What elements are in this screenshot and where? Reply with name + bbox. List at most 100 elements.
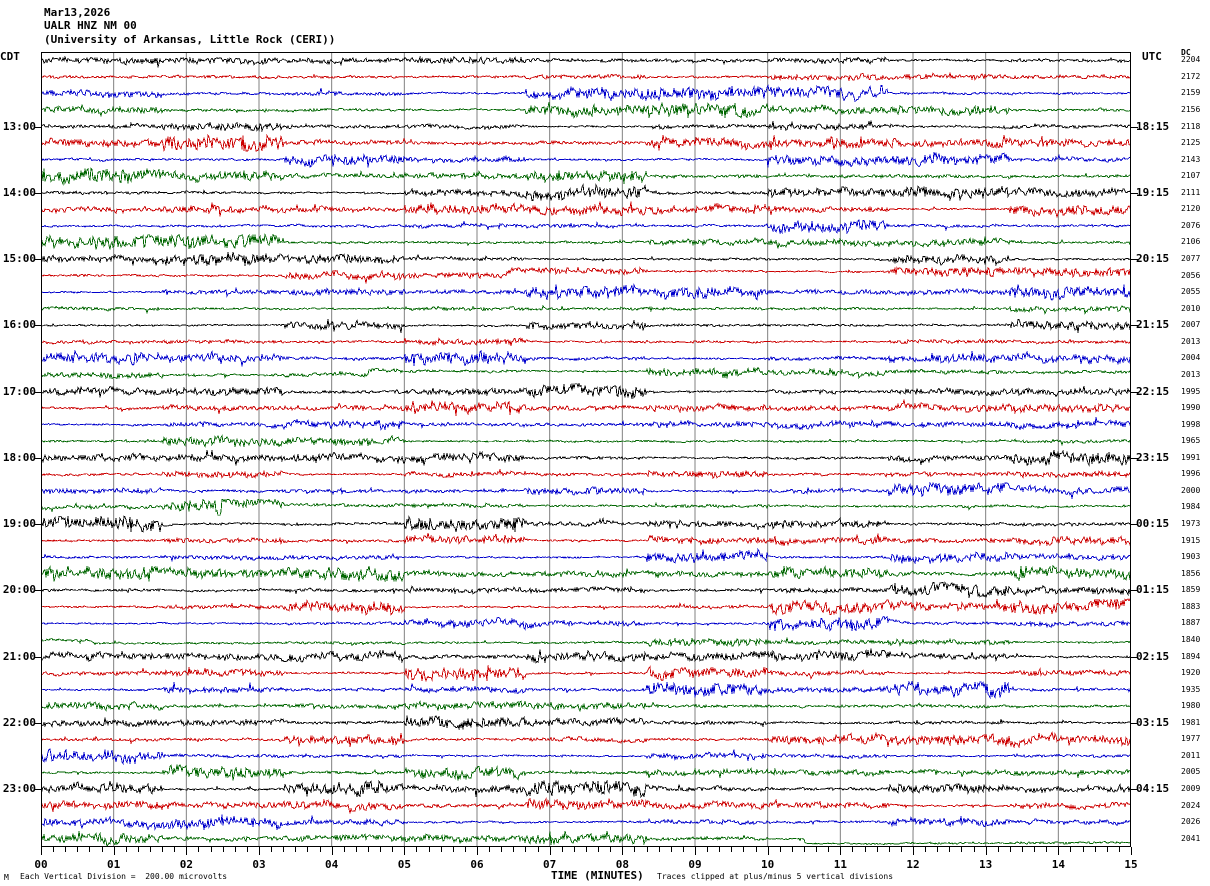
header-station: UALR HNZ NM 00: [44, 19, 137, 32]
x-minor-tick: [271, 847, 273, 852]
x-minor-tick: [198, 847, 200, 852]
left-hour-tick: 17:00: [2, 384, 36, 398]
right-hour-tick-mark: [1131, 192, 1138, 194]
x-minor-tick: [392, 847, 394, 852]
right-hour-tick: 01:15: [1136, 583, 1170, 597]
right-hour-tick-mark: [1131, 656, 1138, 658]
x-minor-tick: [307, 847, 309, 852]
left-hour-tick-mark: [34, 192, 41, 194]
x-minor-tick: [610, 847, 612, 852]
right-hour-tick: 02:15: [1136, 649, 1170, 663]
x-tick-label: 09: [688, 858, 702, 871]
right-hour-tick-mark: [1131, 457, 1138, 459]
dc-value: 1998: [1181, 419, 1201, 429]
dc-value: 2011: [1181, 750, 1201, 760]
x-tick-label: 02: [179, 858, 193, 871]
dc-value: 1920: [1181, 668, 1201, 678]
x-minor-tick: [670, 847, 672, 852]
x-minor-tick: [707, 847, 709, 852]
dc-value: 1977: [1181, 734, 1201, 744]
dc-value: 2010: [1181, 303, 1201, 313]
dc-value: 1984: [1181, 502, 1201, 512]
x-minor-tick: [489, 847, 491, 852]
x-minor-tick: [816, 847, 818, 852]
dc-value: 2204: [1181, 55, 1201, 65]
x-minor-tick: [949, 847, 951, 852]
x-major-tick: [985, 847, 987, 855]
dc-value: 1915: [1181, 535, 1201, 545]
x-minor-tick: [174, 847, 176, 852]
x-minor-tick: [295, 847, 297, 852]
x-major-tick: [41, 847, 42, 855]
x-minor-tick: [1094, 847, 1096, 852]
x-minor-tick: [791, 847, 793, 852]
left-hour-tick-mark: [34, 789, 41, 791]
x-minor-tick: [525, 847, 527, 852]
x-major-tick: [259, 847, 260, 855]
x-axis-title: TIME (MINUTES): [551, 869, 644, 882]
right-hour-tick: 18:15: [1136, 119, 1170, 133]
x-major-tick: [622, 847, 624, 855]
left-hour-tick: 19:00: [2, 517, 36, 531]
x-minor-tick: [162, 847, 164, 852]
x-minor-tick: [755, 847, 757, 852]
left-hour-tick-mark: [34, 524, 41, 526]
dc-value: 1995: [1181, 386, 1201, 396]
dc-value: 1980: [1181, 701, 1201, 711]
x-minor-tick: [828, 847, 830, 852]
x-minor-tick: [719, 847, 721, 852]
x-minor-tick: [234, 847, 236, 852]
dc-value: 2013: [1181, 369, 1201, 379]
x-tick-label: 04: [325, 858, 339, 871]
x-minor-tick: [355, 847, 357, 852]
left-hour-tick-mark: [34, 259, 41, 261]
x-minor-tick: [804, 847, 805, 852]
x-major-tick: [186, 847, 188, 855]
dc-value: 2172: [1181, 71, 1201, 81]
dc-value: 2118: [1181, 121, 1201, 131]
x-minor-tick: [1022, 847, 1023, 852]
x-minor-tick: [1046, 847, 1048, 852]
x-minor-tick: [598, 847, 600, 852]
dc-value: 1935: [1181, 684, 1201, 694]
seismogram-plot: [41, 52, 1131, 847]
x-minor-tick: [283, 847, 285, 852]
dc-value: 2106: [1181, 237, 1201, 247]
dc-value: 2055: [1181, 287, 1201, 297]
right-hour-tick-mark: [1131, 722, 1138, 724]
right-hour-tick: 20:15: [1136, 252, 1170, 266]
x-minor-tick: [682, 847, 684, 852]
left-hour-tick: 13:00: [2, 119, 36, 133]
dc-value: 2041: [1181, 833, 1201, 843]
x-minor-tick: [77, 847, 79, 852]
x-minor-tick: [513, 847, 515, 852]
dc-value: 2005: [1181, 767, 1201, 777]
x-major-tick: [840, 847, 842, 855]
x-tick-label: 05: [397, 858, 411, 871]
x-tick-label: 11: [833, 858, 847, 871]
right-hour-tick: 23:15: [1136, 450, 1170, 464]
dc-value: 2013: [1181, 336, 1201, 346]
x-minor-tick: [634, 847, 636, 852]
left-hour-tick: 14:00: [2, 185, 36, 199]
x-minor-tick: [852, 847, 854, 852]
x-minor-tick: [573, 847, 575, 852]
x-minor-tick: [586, 847, 587, 852]
right-hour-tick-mark: [1131, 325, 1138, 327]
left-hour-tick: 16:00: [2, 318, 36, 332]
left-hour-tick: 21:00: [2, 649, 36, 663]
dc-value: 2056: [1181, 270, 1201, 280]
dc-value: 1973: [1181, 519, 1201, 529]
right-hour-tick-mark: [1131, 126, 1138, 128]
x-minor-tick: [876, 847, 878, 852]
x-major-tick: [1058, 847, 1060, 855]
dc-value: 2026: [1181, 817, 1201, 827]
x-minor-tick: [561, 847, 563, 852]
x-minor-tick: [125, 847, 127, 852]
left-hour-tick-mark: [34, 391, 41, 393]
x-tick-label: 06: [470, 858, 484, 871]
x-minor-tick: [150, 847, 151, 852]
x-minor-tick: [888, 847, 890, 852]
x-tick-label: 10: [761, 858, 775, 871]
x-minor-tick: [1082, 847, 1084, 852]
